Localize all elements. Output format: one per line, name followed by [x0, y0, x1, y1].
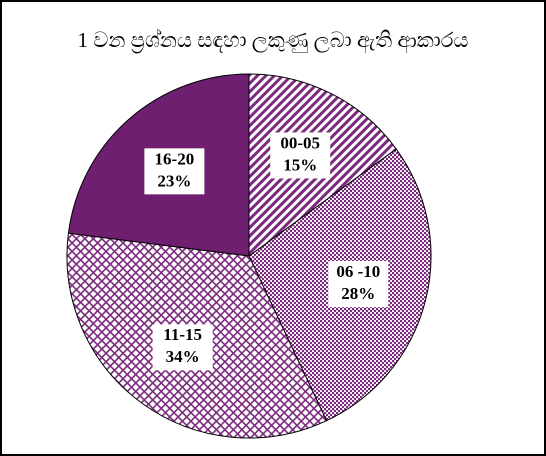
slice-value-label: 34%: [166, 347, 200, 366]
slice-category: 11-15: [163, 325, 202, 344]
slice-value-label: 28%: [341, 284, 375, 303]
slice-category: 16-20: [155, 149, 195, 168]
label-box: [144, 148, 205, 195]
slice-category: 00-05: [280, 133, 320, 152]
labels: 00-05 15% 06 -10 28% 11-15 34% 16-20 23%: [144, 132, 389, 371]
label-box: [152, 324, 213, 371]
slice-value-label: 23%: [157, 171, 191, 190]
label-box: [328, 261, 389, 308]
slice-category: 06 -10: [336, 262, 380, 281]
pie: [66, 73, 432, 439]
slice-value-label: 15%: [283, 155, 317, 174]
label-box: [270, 132, 331, 179]
chart-title: 1 වන ප්‍රශ්නය සඳහා ලකුණු ලබා ඇති ආකාරය: [77, 28, 468, 54]
